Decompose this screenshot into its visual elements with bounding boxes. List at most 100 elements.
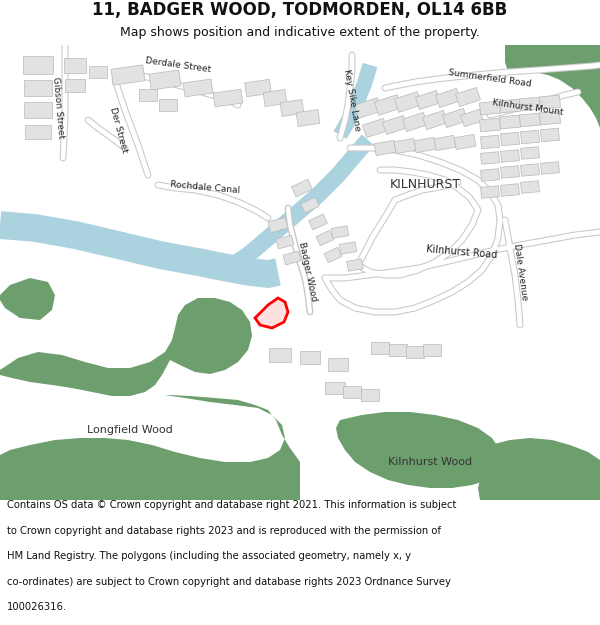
- Bar: [414, 138, 436, 152]
- Bar: [434, 136, 456, 151]
- Bar: [139, 89, 157, 101]
- Bar: [521, 147, 539, 159]
- Bar: [521, 164, 539, 176]
- Bar: [65, 79, 85, 91]
- Text: 11, BADGER WOOD, TODMORDEN, OL14 6BB: 11, BADGER WOOD, TODMORDEN, OL14 6BB: [92, 1, 508, 19]
- Text: co-ordinates) are subject to Crown copyright and database rights 2023 Ordnance S: co-ordinates) are subject to Crown copyr…: [7, 577, 451, 587]
- Bar: [300, 351, 320, 364]
- Bar: [283, 251, 301, 265]
- Bar: [500, 99, 520, 113]
- Bar: [479, 101, 500, 115]
- Polygon shape: [505, 45, 600, 128]
- Bar: [292, 179, 313, 197]
- Bar: [541, 128, 559, 142]
- Bar: [539, 111, 560, 125]
- Bar: [296, 109, 320, 126]
- Bar: [328, 359, 348, 371]
- Bar: [371, 342, 389, 354]
- Bar: [481, 152, 499, 164]
- Bar: [355, 98, 382, 118]
- Bar: [500, 184, 520, 196]
- Polygon shape: [478, 438, 600, 500]
- Bar: [454, 134, 476, 149]
- Text: Rochdale Canal: Rochdale Canal: [170, 181, 241, 196]
- Polygon shape: [0, 395, 300, 500]
- Bar: [362, 118, 388, 138]
- Text: Derdale Street: Derdale Street: [145, 56, 211, 74]
- Bar: [436, 88, 460, 107]
- Bar: [111, 65, 145, 85]
- Text: Kilnhurst Mount: Kilnhurst Mount: [492, 99, 564, 118]
- Bar: [24, 80, 52, 96]
- Bar: [539, 95, 560, 109]
- Text: Badger Wood: Badger Wood: [298, 241, 319, 302]
- Text: HM Land Registry. The polygons (including the associated geometry, namely x, y: HM Land Registry. The polygons (includin…: [7, 551, 411, 561]
- Bar: [389, 344, 407, 356]
- Bar: [331, 226, 349, 238]
- Polygon shape: [255, 298, 288, 328]
- Bar: [541, 162, 559, 174]
- Bar: [325, 382, 345, 394]
- Bar: [149, 70, 181, 90]
- Bar: [479, 118, 500, 132]
- Text: Kilnhurst Road: Kilnhurst Road: [426, 244, 498, 260]
- Bar: [481, 135, 499, 149]
- Text: Key Sike Lane: Key Sike Lane: [342, 68, 362, 132]
- Text: to Crown copyright and database rights 2023 and is reproduced with the permissio: to Crown copyright and database rights 2…: [7, 526, 441, 536]
- Bar: [406, 346, 424, 358]
- Bar: [24, 102, 52, 118]
- Bar: [455, 88, 481, 107]
- Text: KILNHURST: KILNHURST: [389, 179, 461, 191]
- Bar: [500, 132, 520, 146]
- Bar: [269, 348, 291, 362]
- Bar: [64, 58, 86, 72]
- Bar: [383, 116, 407, 134]
- Bar: [500, 150, 520, 162]
- Bar: [316, 230, 334, 246]
- Bar: [481, 169, 499, 181]
- Bar: [374, 94, 401, 116]
- Text: Map shows position and indicative extent of the property.: Map shows position and indicative extent…: [120, 26, 480, 39]
- Text: Gibson Street: Gibson Street: [51, 77, 65, 139]
- Text: 100026316.: 100026316.: [7, 602, 67, 612]
- Bar: [520, 97, 541, 111]
- Bar: [500, 115, 520, 129]
- Bar: [159, 99, 177, 111]
- Text: Der Street: Der Street: [107, 106, 128, 154]
- Bar: [361, 389, 379, 401]
- Bar: [521, 130, 539, 144]
- Bar: [89, 66, 107, 78]
- Bar: [461, 109, 484, 127]
- Bar: [416, 91, 440, 109]
- Bar: [347, 259, 363, 271]
- Bar: [443, 108, 467, 127]
- Bar: [301, 197, 319, 213]
- Bar: [343, 386, 361, 398]
- Bar: [403, 112, 427, 132]
- Bar: [213, 89, 243, 107]
- Text: Summerfield Road: Summerfield Road: [448, 68, 532, 88]
- Bar: [422, 111, 448, 129]
- Bar: [500, 166, 520, 178]
- Bar: [423, 344, 441, 356]
- Bar: [263, 89, 287, 106]
- Bar: [374, 141, 396, 156]
- Bar: [394, 92, 422, 112]
- Bar: [23, 56, 53, 74]
- Bar: [280, 99, 304, 116]
- Bar: [394, 138, 416, 154]
- Bar: [245, 79, 271, 97]
- Bar: [308, 214, 328, 230]
- Bar: [339, 242, 357, 254]
- Text: Longfield Wood: Longfield Wood: [87, 425, 173, 435]
- Polygon shape: [0, 278, 55, 320]
- Text: Kilnhurst Wood: Kilnhurst Wood: [388, 457, 472, 467]
- Bar: [183, 79, 213, 97]
- Text: Dale Avenue: Dale Avenue: [512, 243, 529, 301]
- Text: Contains OS data © Crown copyright and database right 2021. This information is : Contains OS data © Crown copyright and d…: [7, 500, 457, 510]
- Bar: [268, 217, 288, 232]
- Bar: [520, 113, 541, 127]
- Polygon shape: [0, 298, 252, 396]
- Bar: [25, 125, 51, 139]
- Bar: [276, 235, 294, 249]
